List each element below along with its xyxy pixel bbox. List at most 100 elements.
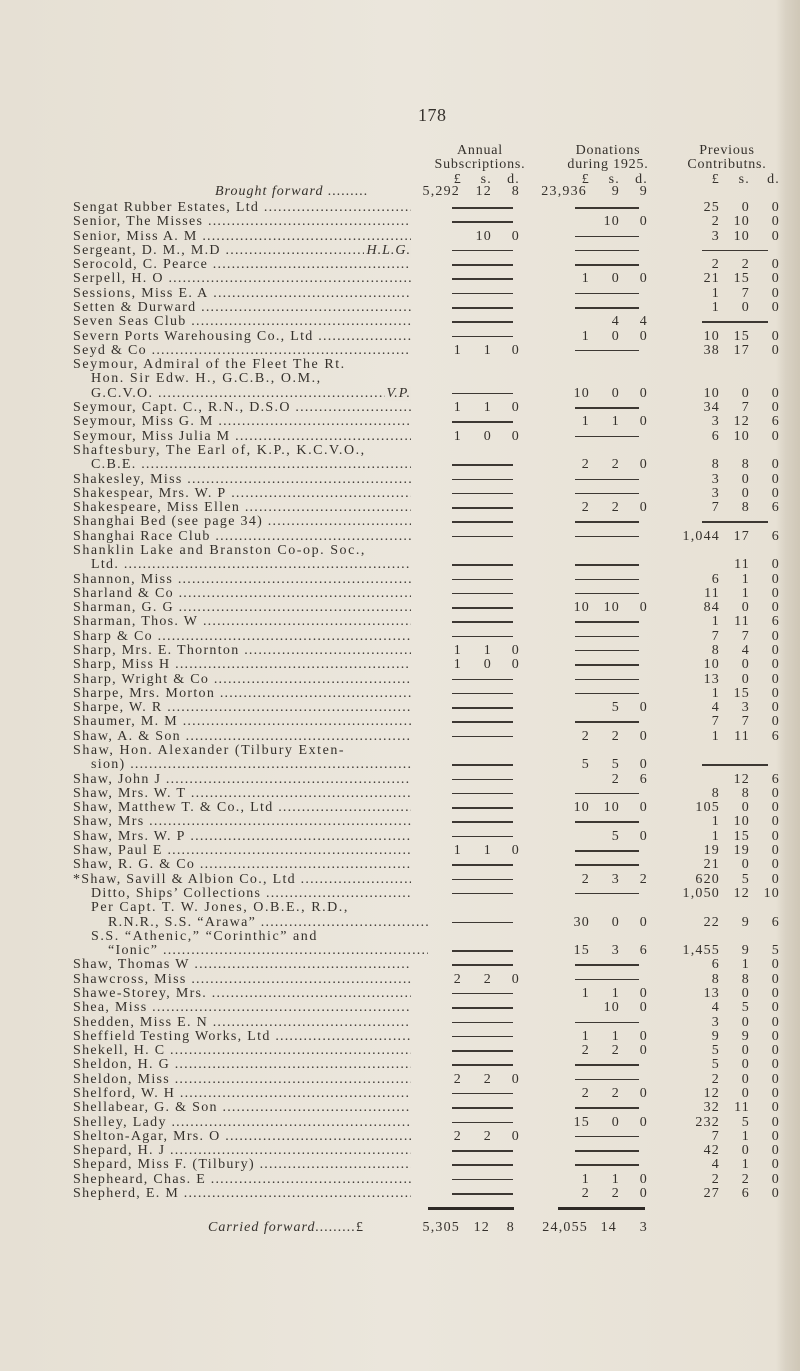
previous-currency-header-pounds: £ <box>711 172 720 187</box>
entry-row: Seymour, Capt. C., R.N., D.S.O 1 1 0 34 7 0 <box>0 400 800 415</box>
annual-nil-dash <box>452 249 513 252</box>
previous-nil-dash <box>702 249 768 252</box>
previous-shillings: 0 <box>741 1014 750 1030</box>
donations-pence: 2 <box>639 871 648 887</box>
carried-forward-row: Carried forward.........£ 5,305 12 8 24,… <box>0 1220 800 1235</box>
annual-nil-dash <box>452 478 513 480</box>
donations-pence: 0 <box>639 414 648 430</box>
subscriber-name: Shaw, Mrs <box>73 814 411 829</box>
previous-pounds: 5 <box>711 1057 720 1073</box>
subscriber-name: Sharman, Thos. W <box>73 614 411 629</box>
donations-shillings: 2 <box>611 728 620 744</box>
subscriber-name: Seymour, Miss Julia M <box>73 429 411 444</box>
previous-pence: 0 <box>771 1000 780 1016</box>
previous-shillings: 0 <box>741 600 750 616</box>
previous-pence: 0 <box>771 843 780 859</box>
entry-row: sion) 5 5 0 <box>0 757 800 772</box>
donations-shillings: 2 <box>611 457 620 473</box>
annual-nil-dash <box>452 335 513 338</box>
entry-row: *Shaw, Savill & Albion Co., Ltd 2 3 2 620 5 0 <box>0 872 800 887</box>
annual-nil-dash <box>452 492 513 495</box>
previous-pounds: 84 <box>703 600 720 616</box>
previous-pence: 0 <box>771 785 780 801</box>
annual-pounds: 2 <box>453 1071 462 1087</box>
previous-pounds: 6 <box>711 571 720 587</box>
previous-shillings: 1 <box>741 571 750 587</box>
entry-row: Seymour, Miss Julia M1006100 <box>0 429 800 444</box>
carried-forward-text: Carried forward <box>208 1220 316 1235</box>
previous-pence: 0 <box>771 342 780 358</box>
donations-nil-dash <box>575 264 639 266</box>
entry-row: Sharpe, W. R 5 0 4 3 0 <box>0 700 800 715</box>
donations-nil-dash <box>575 564 639 566</box>
subscriber-name: Seymour, Miss G. M <box>73 414 411 429</box>
subscriber-name: sion) <box>91 757 411 772</box>
subscriber-name: Shedden, Miss E. N <box>73 1015 411 1030</box>
previous-pence: 0 <box>771 1028 780 1044</box>
previous-shillings: 15 <box>733 328 750 344</box>
entry-row-continued: Hon. Sir Edw. H., G.C.B., O.M., <box>0 371 800 386</box>
subscriber-name: Sharpe, W. R <box>73 700 411 715</box>
previous-pence: 0 <box>771 657 780 673</box>
donations-nil-dash <box>575 678 639 681</box>
page-number: 178 <box>418 105 447 125</box>
subscriber-name: *Shaw, Savill & Albion Co., Ltd <box>73 872 411 887</box>
previous-pounds: 2 <box>711 1171 720 1187</box>
previous-shillings: 5 <box>741 1000 750 1016</box>
previous-pence: 6 <box>771 771 780 787</box>
previous-shillings: 15 <box>733 271 750 287</box>
previous-pounds: 1,455 <box>682 943 720 959</box>
subscriber-name: Shaw, Matthew T. & Co., Ltd <box>73 800 411 815</box>
header-previous-line1: Previous <box>699 143 755 158</box>
donations-pounds: 2 <box>581 871 590 887</box>
annual-nil-dash <box>452 1007 513 1009</box>
donations-nil-dash <box>575 892 639 895</box>
previous-pence: 0 <box>771 385 780 401</box>
entry-row: Ltd. 11 0 <box>0 557 800 572</box>
annual-nil-dash <box>452 321 513 323</box>
entry-row-continued: Per Capt. T. W. Jones, O.B.E., R.D., <box>0 900 800 915</box>
previous-pounds: 1 <box>711 300 720 316</box>
previous-pounds: 620 <box>695 871 720 887</box>
donations-nil-dash <box>575 592 639 595</box>
entry-row: C.B.E. 2 2 0 8 8 0 <box>0 457 800 472</box>
previous-pence: 0 <box>771 985 780 1001</box>
previous-pence: 0 <box>771 1128 780 1144</box>
subscriber-name: Sergeant, D. M., M.D <box>73 243 411 258</box>
donations-nil-dash <box>575 407 639 409</box>
annual-shillings: 1 <box>483 400 492 416</box>
annual-pence: 0 <box>511 971 520 987</box>
previous-shillings: 3 <box>741 700 750 716</box>
donations-nil-dash <box>575 1150 639 1152</box>
previous-pounds: 10 <box>703 657 720 673</box>
subscriber-name: Shaw, Mrs. W. P <box>73 829 411 844</box>
previous-pounds: 8 <box>711 785 720 801</box>
carried-forward-annual-shillings: 12 <box>473 1220 490 1235</box>
previous-shillings: 2 <box>741 1171 750 1187</box>
previous-pounds: 8 <box>711 642 720 658</box>
previous-pence: 0 <box>771 1100 780 1116</box>
donations-nil-dash <box>575 292 639 295</box>
previous-pounds: 21 <box>703 857 720 873</box>
carried-forward-annual-pence: 8 <box>506 1220 515 1235</box>
donations-shillings: 0 <box>611 271 620 287</box>
annual-nil-dash <box>452 992 513 995</box>
subscriber-name: Serocold, C. Pearce <box>73 257 411 272</box>
donations-pence: 4 <box>639 314 648 330</box>
annual-shillings: 0 <box>483 657 492 673</box>
entry-row: Shawe-Storey, Mrs. 1 1 0 13 0 0 <box>0 986 800 1001</box>
donations-nil-dash <box>575 721 639 723</box>
entry-row-continued: Shanklin Lake and Branston Co-op. Soc., <box>0 543 800 558</box>
previous-pence: 0 <box>771 285 780 301</box>
subscriber-name: Serpell, H. O <box>73 271 411 286</box>
donations-shillings: 0 <box>611 1114 620 1130</box>
subscriber-name: Senior, The Misses <box>73 214 411 229</box>
previous-pence: 6 <box>771 914 780 930</box>
annual-pounds: 1 <box>453 657 462 673</box>
header-donations-line1: Donations <box>575 143 641 158</box>
previous-pence: 0 <box>771 257 780 273</box>
donations-shillings: 2 <box>611 1085 620 1101</box>
previous-shillings: 0 <box>741 985 750 1001</box>
subscriber-name: Sharp, Miss H <box>73 657 411 672</box>
donations-nil-dash <box>575 1021 639 1024</box>
